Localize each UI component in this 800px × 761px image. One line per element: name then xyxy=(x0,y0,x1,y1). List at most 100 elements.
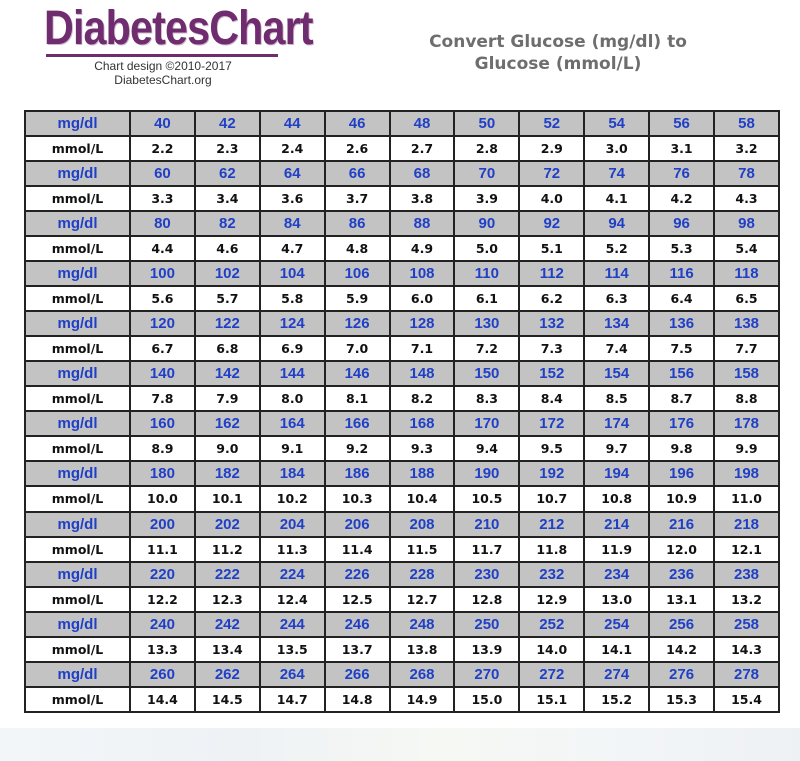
mgdl-value-cell: 44 xyxy=(260,112,324,136)
row-label-mmol: mmol/L xyxy=(26,237,129,261)
mmol-value-cell: 12.7 xyxy=(390,587,454,611)
mmol-value-cell: 10.8 xyxy=(585,487,649,511)
mmol-value-cell: 8.4 xyxy=(520,387,584,411)
mgdl-value-cell: 106 xyxy=(325,262,389,286)
mmol-value-cell: 13.8 xyxy=(390,637,454,661)
mgdl-value-cell: 88 xyxy=(390,212,454,236)
mgdl-value-cell: 224 xyxy=(260,562,324,586)
mmol-value-cell: 8.2 xyxy=(390,387,454,411)
mmol-value-cell: 8.3 xyxy=(455,387,519,411)
mgdl-value-cell: 120 xyxy=(131,312,194,336)
mgdl-value-cell: 40 xyxy=(131,112,194,136)
mmol-value-cell: 11.3 xyxy=(260,537,324,561)
mgdl-value-cell: 136 xyxy=(650,312,714,336)
mgdl-value-cell: 262 xyxy=(195,662,259,686)
mmol-value-cell: 3.8 xyxy=(390,187,454,211)
mmol-value-cell: 11.1 xyxy=(131,537,194,561)
table-row-mgdl: mg/dl 80 82 84 86 88 90 92 94 96 98 xyxy=(26,212,778,236)
table-row-mmol: mmol/L 14.4 14.5 14.7 14.8 14.9 15.0 15.1 15.2 15… xyxy=(26,687,778,711)
mmol-value-cell: 10.7 xyxy=(520,487,584,511)
row-label-mgdl: mg/dl xyxy=(26,612,129,636)
mgdl-value-cell: 172 xyxy=(520,412,584,436)
mmol-value-cell: 8.9 xyxy=(131,437,194,461)
mmol-value-cell: 7.1 xyxy=(390,337,454,361)
mmol-value-cell: 6.7 xyxy=(131,337,194,361)
mmol-value-cell: 14.0 xyxy=(520,637,584,661)
mgdl-value-cell: 118 xyxy=(715,262,778,286)
mgdl-value-cell: 212 xyxy=(520,512,584,536)
mmol-value-cell: 13.7 xyxy=(325,637,389,661)
mmol-value-cell: 13.5 xyxy=(260,637,324,661)
mmol-value-cell: 10.4 xyxy=(390,487,454,511)
row-label-mmol: mmol/L xyxy=(26,487,129,511)
mgdl-value-cell: 242 xyxy=(195,612,259,636)
mmol-value-cell: 9.0 xyxy=(195,437,259,461)
mgdl-value-cell: 50 xyxy=(455,112,519,136)
mgdl-value-cell: 234 xyxy=(585,562,649,586)
mgdl-value-cell: 128 xyxy=(390,312,454,336)
table-row-mmol: mmol/L 12.2 12.3 12.4 12.5 12.7 12.8 12.9 13.0 13… xyxy=(26,587,778,611)
row-label-mgdl: mg/dl xyxy=(26,412,129,436)
table-row-mgdl: mg/dl 140 142 144 146 148 150 152 154 156 158 xyxy=(26,362,778,386)
mmol-value-cell: 10.2 xyxy=(260,487,324,511)
mmol-value-cell: 2.6 xyxy=(325,137,389,161)
mmol-value-cell: 13.9 xyxy=(455,637,519,661)
mmol-value-cell: 12.5 xyxy=(325,587,389,611)
mmol-value-cell: 5.2 xyxy=(585,237,649,261)
mgdl-value-cell: 178 xyxy=(715,412,778,436)
mmol-value-cell: 9.9 xyxy=(715,437,778,461)
mgdl-value-cell: 48 xyxy=(390,112,454,136)
mgdl-value-cell: 76 xyxy=(650,162,714,186)
table-row-mmol: mmol/L 5.6 5.7 5.8 5.9 6.0 6.1 6.2 6.3 6.4 6.5 xyxy=(26,287,778,311)
table-row-mgdl: mg/dl 200 202 204 206 208 210 212 214 216 218 xyxy=(26,512,778,536)
mmol-value-cell: 14.1 xyxy=(585,637,649,661)
mmol-value-cell: 7.0 xyxy=(325,337,389,361)
mgdl-value-cell: 188 xyxy=(390,462,454,486)
mgdl-value-cell: 148 xyxy=(390,362,454,386)
mmol-value-cell: 4.6 xyxy=(195,237,259,261)
mmol-value-cell: 7.4 xyxy=(585,337,649,361)
mmol-value-cell: 5.8 xyxy=(260,287,324,311)
row-label-mmol: mmol/L xyxy=(26,137,129,161)
mmol-value-cell: 6.4 xyxy=(650,287,714,311)
mmol-value-cell: 2.9 xyxy=(520,137,584,161)
mmol-value-cell: 4.7 xyxy=(260,237,324,261)
mgdl-value-cell: 42 xyxy=(195,112,259,136)
mgdl-value-cell: 278 xyxy=(715,662,778,686)
mmol-value-cell: 2.7 xyxy=(390,137,454,161)
mmol-value-cell: 7.3 xyxy=(520,337,584,361)
mgdl-value-cell: 166 xyxy=(325,412,389,436)
mgdl-value-cell: 272 xyxy=(520,662,584,686)
mgdl-value-cell: 180 xyxy=(131,462,194,486)
mgdl-value-cell: 156 xyxy=(650,362,714,386)
mgdl-value-cell: 74 xyxy=(585,162,649,186)
mgdl-value-cell: 122 xyxy=(195,312,259,336)
table-row-mgdl: mg/dl 260 262 264 266 268 270 272 274 276 278 xyxy=(26,662,778,686)
table-row-mmol: mmol/L 3.3 3.4 3.6 3.7 3.8 3.9 4.0 4.1 4.2 4.3 xyxy=(26,187,778,211)
mgdl-value-cell: 116 xyxy=(650,262,714,286)
mmol-value-cell: 14.2 xyxy=(650,637,714,661)
mgdl-value-cell: 222 xyxy=(195,562,259,586)
mgdl-value-cell: 92 xyxy=(520,212,584,236)
mgdl-value-cell: 84 xyxy=(260,212,324,236)
mmol-value-cell: 5.1 xyxy=(520,237,584,261)
mmol-value-cell: 11.9 xyxy=(585,537,649,561)
mmol-value-cell: 6.0 xyxy=(390,287,454,311)
mmol-value-cell: 5.6 xyxy=(131,287,194,311)
mmol-value-cell: 12.1 xyxy=(715,537,778,561)
mgdl-value-cell: 144 xyxy=(260,362,324,386)
mgdl-value-cell: 218 xyxy=(715,512,778,536)
mgdl-value-cell: 236 xyxy=(650,562,714,586)
mgdl-value-cell: 184 xyxy=(260,462,324,486)
mmol-value-cell: 12.0 xyxy=(650,537,714,561)
mgdl-value-cell: 248 xyxy=(390,612,454,636)
mmol-value-cell: 13.3 xyxy=(131,637,194,661)
mmol-value-cell: 5.0 xyxy=(455,237,519,261)
row-label-mgdl: mg/dl xyxy=(26,312,129,336)
mmol-value-cell: 15.3 xyxy=(650,687,714,711)
mgdl-value-cell: 96 xyxy=(650,212,714,236)
mmol-value-cell: 4.1 xyxy=(585,187,649,211)
mmol-value-cell: 7.7 xyxy=(715,337,778,361)
mmol-value-cell: 14.9 xyxy=(390,687,454,711)
mgdl-value-cell: 60 xyxy=(131,162,194,186)
